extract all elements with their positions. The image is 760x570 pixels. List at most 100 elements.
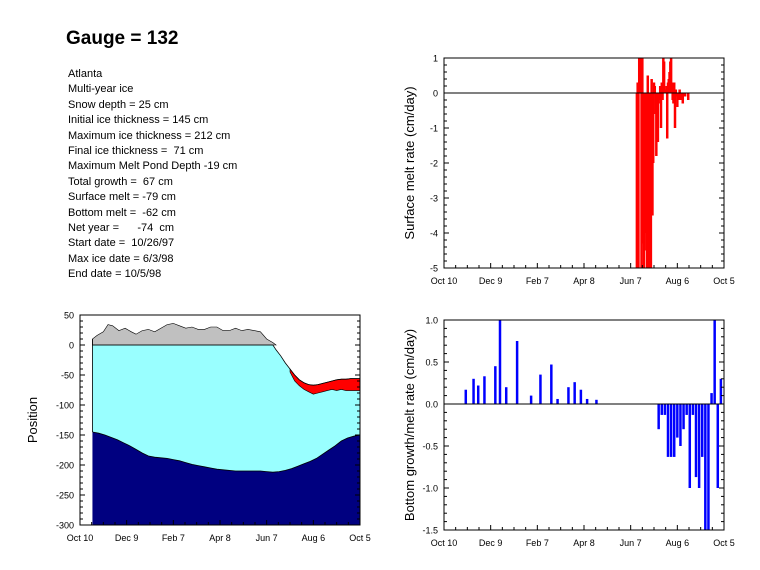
bar <box>658 86 662 93</box>
bar <box>681 93 685 104</box>
bar <box>650 79 653 93</box>
bar <box>529 395 533 404</box>
bar <box>550 364 553 404</box>
x-tick-label: Dec 9 <box>115 533 139 543</box>
bar <box>665 93 669 139</box>
y-tick-label: 0 <box>69 341 74 351</box>
bar <box>539 374 542 404</box>
bar <box>637 93 640 268</box>
ice-surface-line <box>92 344 360 386</box>
x-tick-label: Jun 7 <box>620 276 642 286</box>
x-tick-label: Apr 8 <box>209 533 231 543</box>
x-tick-label: Apr 8 <box>573 538 595 548</box>
y-tick-label: -3 <box>430 194 438 204</box>
bar <box>635 93 639 268</box>
page-title: Gauge = 132 <box>66 28 179 49</box>
y-tick-label: -0.5 <box>422 442 438 452</box>
y-axis-label: Position <box>25 397 40 443</box>
bar <box>483 376 486 404</box>
x-tick-label: Feb 7 <box>526 276 549 286</box>
bar <box>640 93 643 268</box>
bar <box>676 93 679 107</box>
info-line-total-growth: Total growth = 67 cm <box>68 175 173 188</box>
bar <box>691 404 695 415</box>
bar <box>653 86 657 93</box>
bar <box>658 93 661 100</box>
x-tick-label: Oct 10 <box>67 533 94 543</box>
info-line-snow-depth: Snow depth = 25 cm <box>68 98 169 111</box>
y-tick-label: -50 <box>61 371 74 381</box>
bar <box>648 93 651 268</box>
info-line-surface-melt: Surface melt = -79 cm <box>68 191 176 204</box>
info-line-start-date: Start date = 10/26/97 <box>68 237 175 250</box>
x-tick-label: Dec 9 <box>479 538 503 548</box>
x-tick-label: Oct 10 <box>431 276 458 286</box>
bar <box>643 93 646 251</box>
x-tick-label: Feb 7 <box>526 538 549 548</box>
y-tick-label: 50 <box>64 311 74 321</box>
bar <box>645 93 649 268</box>
x-tick-label: Dec 9 <box>479 276 503 286</box>
x-tick-label: Jun 7 <box>256 533 278 543</box>
bar <box>688 404 692 488</box>
bar <box>704 404 707 530</box>
bar <box>504 387 508 404</box>
bar <box>498 320 502 404</box>
bar <box>679 404 682 446</box>
bar <box>676 404 679 438</box>
bar <box>672 93 675 104</box>
y-tick-label: 0.5 <box>425 358 438 368</box>
snow-area <box>92 323 277 346</box>
x-tick-label: Feb 7 <box>162 533 185 543</box>
info-line-site: Atlanta <box>68 68 103 80</box>
bar <box>639 58 643 93</box>
bar <box>670 82 674 93</box>
bar <box>657 404 660 430</box>
y-axis-label: Bottom growth/melt rate (cm/day) <box>402 329 417 521</box>
bar <box>656 93 660 142</box>
bar <box>655 93 658 156</box>
bar <box>669 404 673 457</box>
bar <box>579 389 583 404</box>
info-line-end-date: End date = 10/5/98 <box>68 268 162 281</box>
bar <box>585 398 589 404</box>
y-tick-label: 1 <box>433 54 438 64</box>
bar <box>472 378 475 404</box>
x-tick-label: Aug 6 <box>666 276 690 286</box>
x-tick-label: Aug 6 <box>666 538 690 548</box>
bar <box>673 93 677 128</box>
bar <box>476 385 480 404</box>
position-chart: Oct 10 Dec 9 Feb 7 Apr 8 Jun 7 Aug 6 Oct 5 50 0 -… <box>25 311 371 544</box>
bar <box>637 58 641 93</box>
y-tick-label: -250 <box>56 491 74 501</box>
bar <box>716 404 720 488</box>
info-line-net-year: Net year = -74 cm <box>68 222 175 235</box>
y-tick-label: -4 <box>430 229 438 239</box>
bar <box>710 393 713 404</box>
bar <box>672 404 676 457</box>
bar <box>700 404 704 457</box>
bar <box>713 320 716 404</box>
x-tick-label: Oct 5 <box>713 276 735 286</box>
bar <box>674 89 678 93</box>
y-tick-label: -5 <box>430 264 438 274</box>
x-tick-label: Oct 5 <box>349 533 371 543</box>
bar <box>636 82 639 93</box>
y-tick-label: -1.0 <box>422 484 438 494</box>
bar <box>678 89 681 93</box>
bar <box>686 93 690 100</box>
info-line-melt-pond-depth: Maximum Melt Pond Depth -19 cm <box>68 160 238 173</box>
bar <box>679 93 683 100</box>
bar <box>641 58 644 93</box>
bar <box>515 341 519 404</box>
bar <box>649 93 653 268</box>
ice-bottom-line <box>92 431 361 473</box>
y-tick-label: 1.0 <box>425 316 438 326</box>
x-tick-label: Oct 5 <box>713 538 735 548</box>
bar <box>666 404 670 457</box>
site-info-panel: Atlanta Multi-year ice Snow depth = 25 c… <box>68 67 237 283</box>
bar <box>663 404 667 415</box>
bar <box>660 82 664 93</box>
bar <box>556 398 559 404</box>
bar <box>672 82 676 93</box>
